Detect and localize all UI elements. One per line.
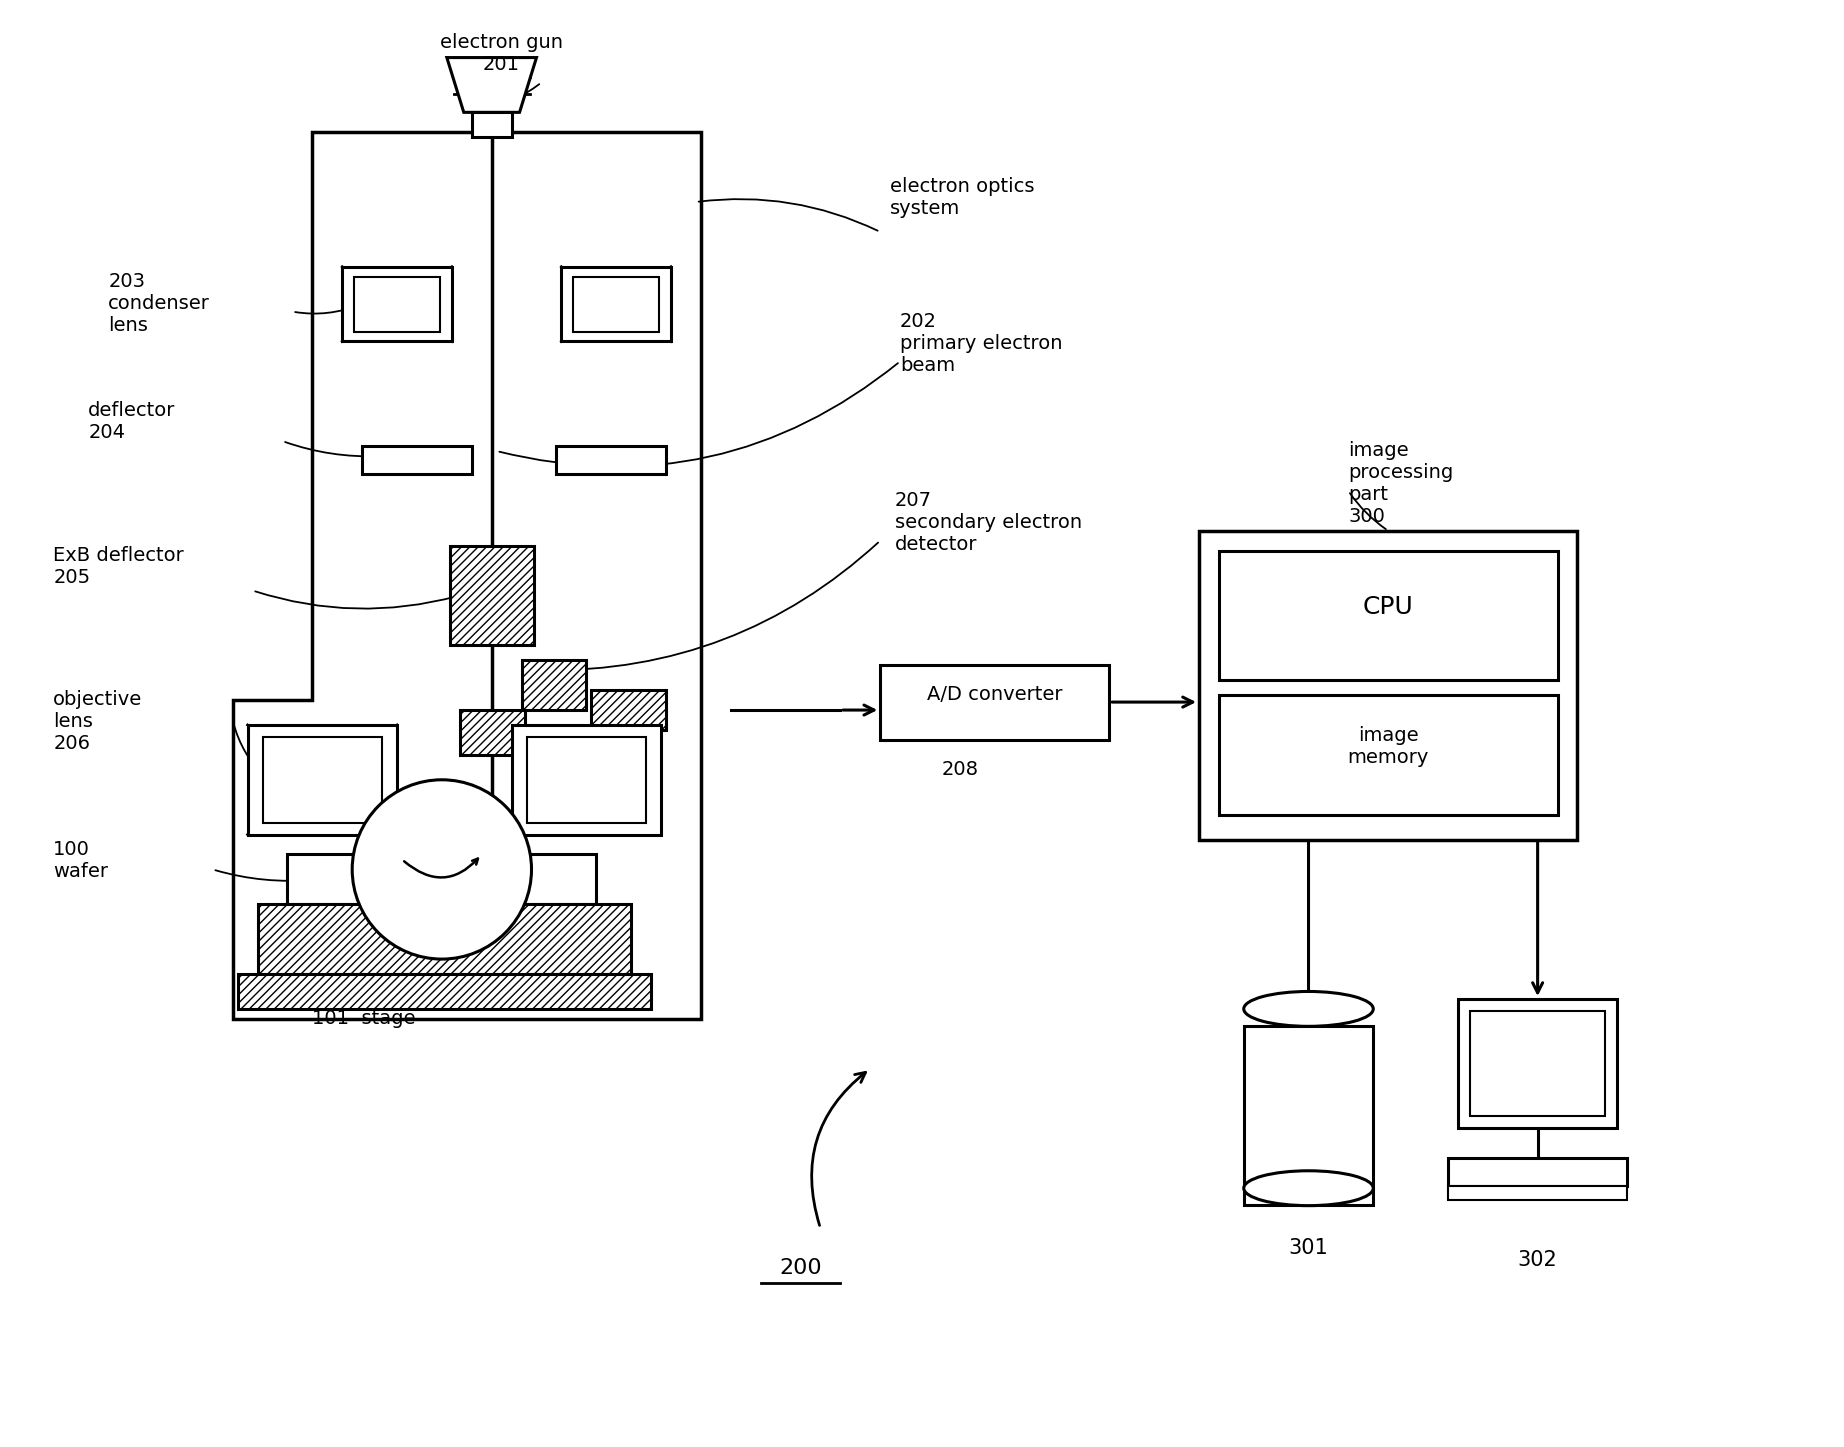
Text: 207
secondary electron
detector: 207 secondary electron detector xyxy=(894,491,1082,554)
Text: ExB deflector
205: ExB deflector 205 xyxy=(53,546,184,586)
Bar xyxy=(354,276,441,331)
Bar xyxy=(459,710,524,755)
Bar xyxy=(511,725,660,835)
Text: 101  stage: 101 stage xyxy=(312,1009,417,1027)
Bar xyxy=(247,725,396,835)
Ellipse shape xyxy=(1243,991,1374,1026)
Polygon shape xyxy=(446,58,537,113)
Bar xyxy=(1199,531,1577,839)
Bar xyxy=(1219,551,1558,680)
Bar xyxy=(1219,695,1558,815)
Bar xyxy=(557,446,666,475)
Bar xyxy=(1448,1187,1626,1200)
Text: 200: 200 xyxy=(780,1257,822,1278)
Bar xyxy=(527,737,645,822)
Bar xyxy=(238,974,651,1009)
Bar xyxy=(1243,1026,1374,1205)
Bar xyxy=(450,546,535,645)
Text: image
memory: image memory xyxy=(1348,726,1429,767)
Text: 202
primary electron
beam: 202 primary electron beam xyxy=(900,311,1062,375)
Text: 100
wafer: 100 wafer xyxy=(53,839,109,881)
Text: 301: 301 xyxy=(1289,1239,1328,1257)
Bar xyxy=(472,113,511,137)
Bar xyxy=(573,276,658,331)
Text: objective
lens
206: objective lens 206 xyxy=(53,690,142,752)
Text: electron optics
system: electron optics system xyxy=(891,177,1034,218)
Bar xyxy=(880,666,1110,739)
Text: image
processing
part
300: image processing part 300 xyxy=(1348,441,1453,527)
Bar xyxy=(288,855,596,904)
Text: CPU: CPU xyxy=(1363,596,1414,619)
Bar xyxy=(361,446,472,475)
Bar xyxy=(1459,998,1617,1129)
Polygon shape xyxy=(232,132,701,1019)
Bar xyxy=(592,690,666,729)
Text: A/D converter: A/D converter xyxy=(928,684,1062,703)
Text: electron gun
201: electron gun 201 xyxy=(441,33,562,74)
Bar xyxy=(343,266,452,341)
Circle shape xyxy=(352,780,531,959)
Text: 302: 302 xyxy=(1518,1250,1558,1270)
Ellipse shape xyxy=(1243,1171,1374,1205)
Text: deflector
204: deflector 204 xyxy=(89,401,175,443)
Bar xyxy=(258,904,631,974)
FancyArrowPatch shape xyxy=(811,1072,865,1226)
Bar xyxy=(522,660,586,710)
Text: 208: 208 xyxy=(940,760,979,778)
Bar xyxy=(561,266,671,341)
Bar xyxy=(1470,1011,1606,1117)
Bar xyxy=(262,737,382,822)
Text: 203
condenser
lens: 203 condenser lens xyxy=(109,272,210,334)
Bar xyxy=(1448,1159,1626,1187)
